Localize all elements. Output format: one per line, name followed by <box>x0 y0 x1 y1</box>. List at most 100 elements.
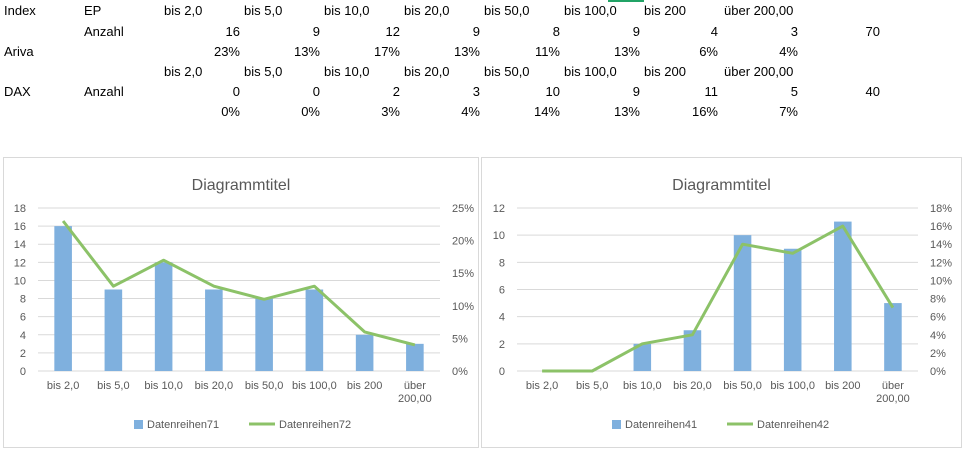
x-tick-label: bis 200 <box>347 380 382 392</box>
cell-total[interactable]: 40 <box>865 84 880 99</box>
bar <box>683 330 702 371</box>
y2-tick-label: 14% <box>930 239 952 251</box>
cell-value[interactable]: 9 <box>632 84 640 99</box>
active-cell-indicator <box>608 0 644 2</box>
cell-value[interactable]: 3 <box>472 84 480 99</box>
y-tick-label: 2 <box>20 348 26 360</box>
y-tick-label: 4 <box>499 312 505 324</box>
cell-value[interactable]: 8 <box>552 24 560 39</box>
cell-anzahl-label[interactable]: Anzahl <box>84 24 124 39</box>
legend-swatch-bar <box>612 420 621 429</box>
cell-percent[interactable]: 0% <box>301 104 320 119</box>
y2-tick-label: 10% <box>452 301 474 313</box>
cell-percent[interactable]: 14% <box>533 104 560 119</box>
x-tick-label: bis 2,0 <box>47 380 79 392</box>
cell-percent[interactable]: 13% <box>613 44 640 59</box>
cell-percent[interactable]: 13% <box>293 44 320 59</box>
cell-header[interactable]: bis 2,0 <box>164 64 203 79</box>
chart-dax[interactable]: Diagrammtitel 0 2 4 6 8 10 12 0% 2% 4% 6% 8% 10% 12% 14… <box>481 157 962 448</box>
cell-percent[interactable]: 13% <box>453 44 480 59</box>
cell-total[interactable]: 70 <box>865 24 880 39</box>
cell-value[interactable]: 3 <box>790 24 798 39</box>
y-tick-label: 8 <box>20 294 26 306</box>
cell-header[interactable]: bis 5,0 <box>244 3 283 18</box>
cell-value[interactable]: 11 <box>704 84 719 99</box>
bar <box>834 221 852 371</box>
cell-header[interactable]: bis 100,0 <box>564 64 617 79</box>
bar <box>355 334 374 371</box>
cell-header[interactable]: bis 50,0 <box>484 64 530 79</box>
chart-title: Diagrammtitel <box>672 177 771 194</box>
cell-percent[interactable]: 4% <box>779 44 798 59</box>
cell-value[interactable]: 9 <box>632 24 640 39</box>
bar <box>884 303 902 371</box>
legend-swatch-bar <box>134 420 143 429</box>
cell-ep-label[interactable]: EP <box>84 3 102 18</box>
y2-tick-label: 6% <box>930 312 946 324</box>
cell-percent[interactable]: 11% <box>534 44 560 59</box>
x-tick-label: bis 10,0 <box>144 380 183 392</box>
cell-percent[interactable]: 0% <box>221 104 240 119</box>
x-tick-label: über <box>404 380 426 392</box>
cell-percent[interactable]: 7% <box>779 104 798 119</box>
cell-header[interactable]: bis 10,0 <box>324 64 370 79</box>
x-tick-label: 200,00 <box>398 393 432 405</box>
cell-value[interactable]: 0 <box>312 84 320 99</box>
bar <box>104 289 123 371</box>
cell-header[interactable]: bis 100,0 <box>564 3 617 18</box>
cell-percent[interactable]: 4% <box>461 104 480 119</box>
cell-header[interactable]: über 200,00 <box>724 3 794 18</box>
cell-percent[interactable]: 17% <box>373 44 400 59</box>
y-tick-label: 8 <box>499 257 505 269</box>
bar <box>633 343 652 371</box>
cell-header[interactable]: über 200,00 <box>724 64 794 79</box>
y-tick-label: 10 <box>14 275 26 287</box>
cell-header[interactable]: bis 50,0 <box>484 3 530 18</box>
cell-header[interactable]: bis 20,0 <box>404 64 450 79</box>
cell-header[interactable]: bis 5,0 <box>244 64 283 79</box>
legend-label: Datenreihen72 <box>279 419 351 431</box>
cell-index-label[interactable]: Index <box>4 3 36 18</box>
cell-percent[interactable]: 6% <box>699 44 718 59</box>
cell-percent[interactable]: 23% <box>213 44 240 59</box>
cell-header[interactable]: bis 10,0 <box>324 3 370 18</box>
chart-ariva[interactable]: Diagrammtitel 0 2 4 6 8 10 12 14 16 18 0% 5% 10% 15% 20… <box>3 157 479 448</box>
x-tick-label: bis 50,0 <box>723 380 762 392</box>
x-tick-label: bis 5,0 <box>576 380 608 392</box>
y2-tick-label: 2% <box>930 348 946 360</box>
cell-percent[interactable]: 16% <box>691 104 718 119</box>
cell-percent[interactable]: 3% <box>381 104 400 119</box>
cell-header[interactable]: bis 20,0 <box>404 3 450 18</box>
cell-header[interactable]: bis 2,0 <box>164 3 203 18</box>
y2-tick-label: 8% <box>930 294 946 306</box>
cell-value[interactable]: 0 <box>232 84 240 99</box>
y-tick-label: 12 <box>14 257 26 269</box>
chart-dax-svg: Diagrammtitel 0 2 4 6 8 10 12 0% 2% 4% 6% 8% 10% 12% 14… <box>493 177 952 431</box>
cell-anzahl-label[interactable]: Anzahl <box>84 84 124 99</box>
y-tick-label: 2 <box>499 339 505 351</box>
cell-header[interactable]: bis 200 <box>644 64 686 79</box>
x-tick-label: bis 20,0 <box>673 380 712 392</box>
chart-title: Diagrammtitel <box>192 177 291 194</box>
cell-value[interactable]: 12 <box>385 24 400 39</box>
cell-value[interactable]: 16 <box>225 24 240 39</box>
cell-header[interactable]: bis 200 <box>644 3 686 18</box>
cell-value[interactable]: 9 <box>472 24 480 39</box>
cell-value[interactable]: 10 <box>545 84 560 99</box>
x-tick-label: über <box>882 380 904 392</box>
x-tick-label: bis 50,0 <box>245 380 284 392</box>
cell-ariva-label[interactable]: Ariva <box>4 44 34 59</box>
legend-label: Datenreihen41 <box>625 419 697 431</box>
y-tick-label: 16 <box>14 221 26 233</box>
y2-tick-label: 25% <box>452 203 474 215</box>
x-tick-label: bis 100,0 <box>770 380 815 392</box>
cell-percent[interactable]: 13% <box>613 104 640 119</box>
cell-value[interactable]: 9 <box>312 24 320 39</box>
y-tick-label: 0 <box>20 366 26 378</box>
x-tick-label: bis 10,0 <box>623 380 662 392</box>
cell-value[interactable]: 2 <box>392 84 400 99</box>
cell-dax-label[interactable]: DAX <box>4 84 31 99</box>
cell-value[interactable]: 4 <box>710 24 718 39</box>
bar <box>406 343 424 371</box>
cell-value[interactable]: 5 <box>790 84 798 99</box>
